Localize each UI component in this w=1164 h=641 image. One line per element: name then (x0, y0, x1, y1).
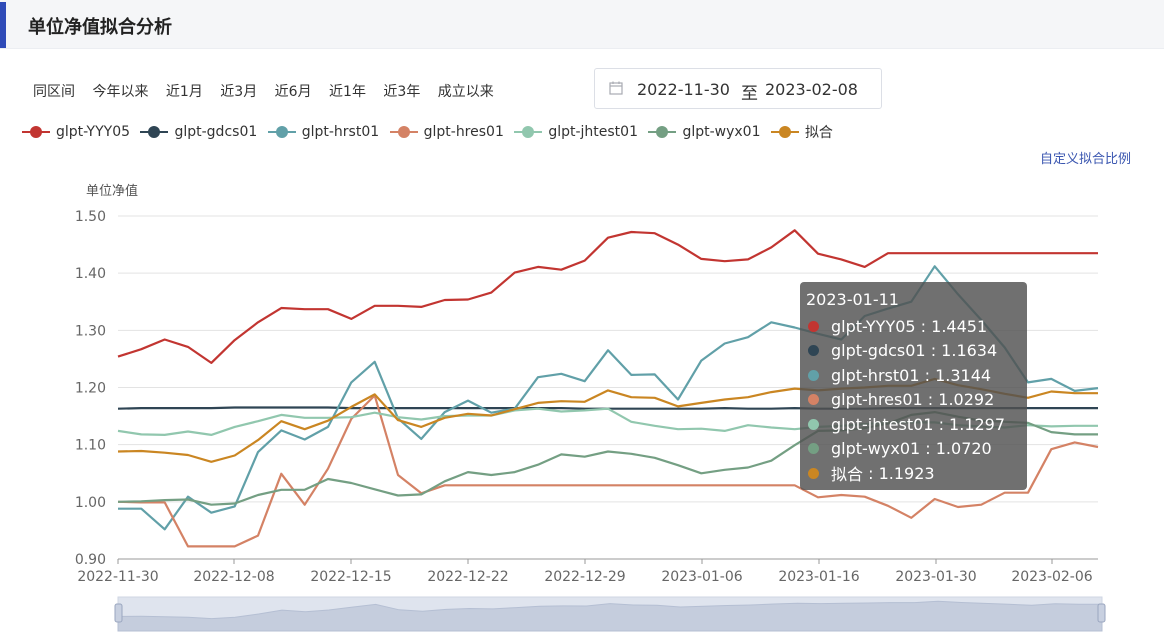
legend-item-hres01[interactable]: glpt-hres01 (389, 124, 504, 140)
date-separator: 至 (741, 84, 758, 104)
series-line-glpt-hres01 (117, 394, 1099, 548)
legend-label: glpt-hrst01 (301, 124, 380, 140)
tooltip-series-value: 1.0292 (938, 390, 995, 410)
end-date-input[interactable]: 2023-02-08 (765, 80, 858, 99)
range-button-3m[interactable]: 近3月 (220, 84, 258, 100)
tooltip-series-name: glpt-jhtest01 (831, 414, 934, 434)
x-tick-label: 2023-02-06 (1011, 569, 1092, 585)
tooltip-dot (808, 320, 819, 332)
range-button-3y[interactable]: 近3年 (383, 84, 421, 100)
legend-symbol (770, 125, 799, 139)
range-button-ytd[interactable]: 今年以来 (92, 84, 149, 100)
legend-label: glpt-gdcs01 (174, 124, 258, 140)
range-button-1y[interactable]: 近1年 (329, 84, 366, 100)
range-button-1m[interactable]: 近1月 (165, 84, 203, 100)
tooltip-series-value: 1.0720 (935, 439, 992, 459)
tooltip-dot (808, 394, 819, 406)
y-tick-label: 1.10 (75, 438, 106, 454)
legend-symbol (648, 125, 677, 139)
tooltip-series-value: 1.1634 (941, 341, 998, 361)
y-tick-label: 1.30 (75, 323, 106, 339)
tooltip-series-name: glpt-hres01 (831, 390, 923, 410)
tooltip-dot (808, 467, 819, 479)
legend-symbol (389, 125, 418, 139)
range-button-6m[interactable]: 近6月 (274, 84, 312, 100)
range-button-since-inception[interactable]: 成立以来 (437, 84, 494, 100)
tooltip-series-name: 拟合 (831, 465, 864, 485)
legend-item-jhtest01[interactable]: glpt-jhtest01 (514, 124, 638, 140)
tooltip-row: glpt-jhtest01 : 1.1297 (806, 412, 1021, 437)
y-tick-label: 1.40 (75, 266, 106, 282)
datazoom-left-handle[interactable] (114, 603, 123, 623)
legend-item-hrst01[interactable]: glpt-hrst01 (267, 124, 380, 140)
tooltip-dot (808, 443, 819, 455)
legend-item-fit[interactable]: 拟合 (770, 122, 833, 142)
tooltip-row: glpt-hres01 : 1.0292 (806, 388, 1021, 413)
legend-symbol (267, 125, 296, 139)
calendar-icon (609, 81, 623, 95)
tooltip-row: glpt-wyx01 : 1.0720 (806, 437, 1021, 462)
legend-label: glpt-hres01 (423, 124, 504, 140)
legend-symbol (514, 125, 543, 139)
legend-symbol (22, 125, 50, 139)
legend-label: glpt-jhtest01 (548, 124, 638, 140)
date-range-picker[interactable]: 2022-11-30 至 2023-02-08 (594, 68, 882, 109)
y-tick-label: 1.50 (75, 209, 106, 225)
chart-legend: glpt-YYY05 glpt-gdcs01 glpt-hrst01 glpt-… (22, 122, 839, 143)
tooltip-dot (808, 369, 819, 381)
tooltip-row: 拟合 : 1.1923 (806, 461, 1021, 486)
y-tick-label: 0.90 (75, 552, 106, 568)
legend-item-wyx01[interactable]: glpt-wyx01 (648, 124, 760, 140)
tooltip-date: 2023-01-11 (806, 290, 899, 309)
x-tick-label: 2023-01-16 (778, 569, 859, 585)
legend-symbol (140, 125, 169, 139)
legend-label: glpt-YYY05 (56, 124, 131, 140)
tooltip-series-value: 1.4451 (931, 316, 988, 336)
x-tick-label: 2023-01-06 (661, 569, 742, 585)
legend-label: glpt-wyx01 (682, 124, 761, 140)
custom-fit-ratio-link[interactable]: 自定义拟合比例 (1040, 152, 1132, 167)
datazoom-preview-area (117, 600, 1103, 632)
header-accent-bar (0, 2, 6, 48)
series-line-glpt-YYY05 (117, 229, 1098, 364)
range-button-same-period[interactable]: 同区间 (33, 84, 75, 100)
x-tick-label: 2023-01-30 (895, 569, 976, 585)
legend-label: 拟合 (804, 125, 833, 141)
tooltip-dot (808, 418, 819, 430)
page-title: 单位净值拟合分析 (28, 17, 172, 38)
tooltip-series-value: 1.3144 (935, 365, 992, 385)
x-tick-label: 2022-12-08 (193, 569, 274, 585)
x-tick-label: 2022-12-15 (310, 569, 391, 585)
range-button-group: 同区间 今年以来 近1月 近3月 近6月 近1年 近3年 成立以来 (33, 81, 507, 101)
tooltip-row: glpt-hrst01 : 1.3144 (806, 363, 1021, 388)
tooltip-series-name: glpt-hrst01 (831, 365, 920, 385)
legend-item-gdcs01[interactable]: glpt-gdcs01 (140, 124, 257, 140)
x-tick-label: 2022-12-22 (427, 569, 508, 585)
y-tick-label: 1.20 (75, 381, 106, 397)
y-tick-label: 1.00 (75, 495, 106, 511)
page-header: 单位净值拟合分析 (0, 0, 1164, 49)
tooltip-series-value: 1.1297 (949, 414, 1006, 434)
start-date-input[interactable]: 2022-11-30 (637, 80, 730, 99)
tooltip-dot (808, 345, 819, 357)
chart-tooltip: 2023-01-11 glpt-YYY05 : 1.4451 glpt-gdcs… (800, 282, 1027, 490)
x-tick-label: 2022-12-29 (544, 569, 625, 585)
x-tick-label: 2022-11-30 (77, 569, 158, 585)
datazoom-right-handle[interactable] (1097, 603, 1106, 623)
tooltip-series-name: glpt-wyx01 (831, 439, 921, 459)
legend-item-yyy05[interactable]: glpt-YYY05 (22, 124, 130, 140)
y-axis-label: 单位净值 (86, 183, 138, 199)
series-line-glpt-hrst01 (118, 265, 1099, 531)
tooltip-row: glpt-gdcs01 : 1.1634 (806, 339, 1021, 364)
tooltip-row: glpt-YYY05 : 1.4451 (806, 314, 1021, 339)
tooltip-series-value: 1.1923 (878, 463, 935, 483)
tooltip-series-name: glpt-YYY05 (831, 316, 916, 336)
tooltip-series-name: glpt-gdcs01 (831, 341, 926, 361)
